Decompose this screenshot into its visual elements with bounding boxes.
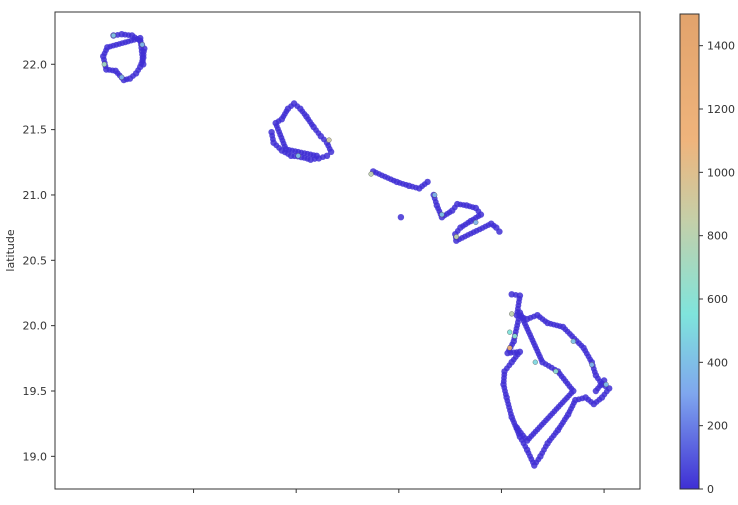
colorbar-tick-label: 0 [707,483,714,496]
colorbar-tick-label: 600 [707,293,728,306]
data-point [513,424,520,431]
data-point [313,152,320,159]
island-group-kauai [100,31,148,84]
data-point-highlight [119,74,125,80]
data-point-highlight [326,137,332,143]
colorbar-tick-label: 200 [707,420,728,433]
colorbar-axis: 0 200 400 600 800 1000 1200 1400 [699,40,735,496]
colorbar-tick-label: 1400 [707,40,735,53]
y-tick-label: 21.0 [23,189,48,202]
island-group-hawaii [500,291,613,469]
y-axis: 19.0 19.5 20.0 20.5 21.0 21.5 22.0 [23,58,55,463]
plot-area-frame [54,11,641,490]
y-axis-label: latitude [4,229,17,271]
data-point-highlight [507,345,513,351]
y-tick-label: 19.0 [23,450,48,463]
data-point [424,178,431,186]
island-group-lanai [397,214,405,221]
y-tick-label: 22.0 [23,58,48,71]
data-point-highlight [139,42,145,48]
island-group-maui [430,191,503,244]
colorbar [679,13,700,490]
data-point-highlight [507,329,513,335]
y-tick-label: 20.0 [23,320,48,333]
island-group-molokai [370,168,431,192]
colorbar-tick-label: 1000 [707,166,735,179]
points-layer [100,31,613,469]
y-tick-label: 21.5 [23,124,48,137]
colorbar-tick-label: 1200 [707,103,735,116]
data-point [140,61,147,68]
data-point-highlight [110,32,117,39]
data-point-highlight [509,311,515,317]
data-point-highlight [553,368,559,375]
data-point-highlight [368,171,374,177]
data-point-highlight [453,234,459,240]
data-point-highlight [295,153,301,159]
island-group-oahu [268,100,335,163]
data-point-highlight [512,333,518,339]
data-point [397,214,405,221]
y-tick-label: 19.5 [23,385,48,398]
data-point-highlight [432,192,438,198]
colorbar-tick-label: 800 [707,230,728,243]
y-tick-label: 20.5 [23,254,48,267]
data-point-highlight [589,362,595,368]
data-point-highlight [532,359,538,365]
data-point [496,228,503,235]
data-point-highlight [603,381,609,388]
data-point-highlight [101,61,107,67]
data-point-highlight [439,212,445,218]
data-point [323,152,331,159]
x-axis [193,489,605,493]
colorbar-tick-label: 400 [707,356,728,369]
data-point-highlight [473,219,479,226]
data-point-highlight [570,338,576,344]
